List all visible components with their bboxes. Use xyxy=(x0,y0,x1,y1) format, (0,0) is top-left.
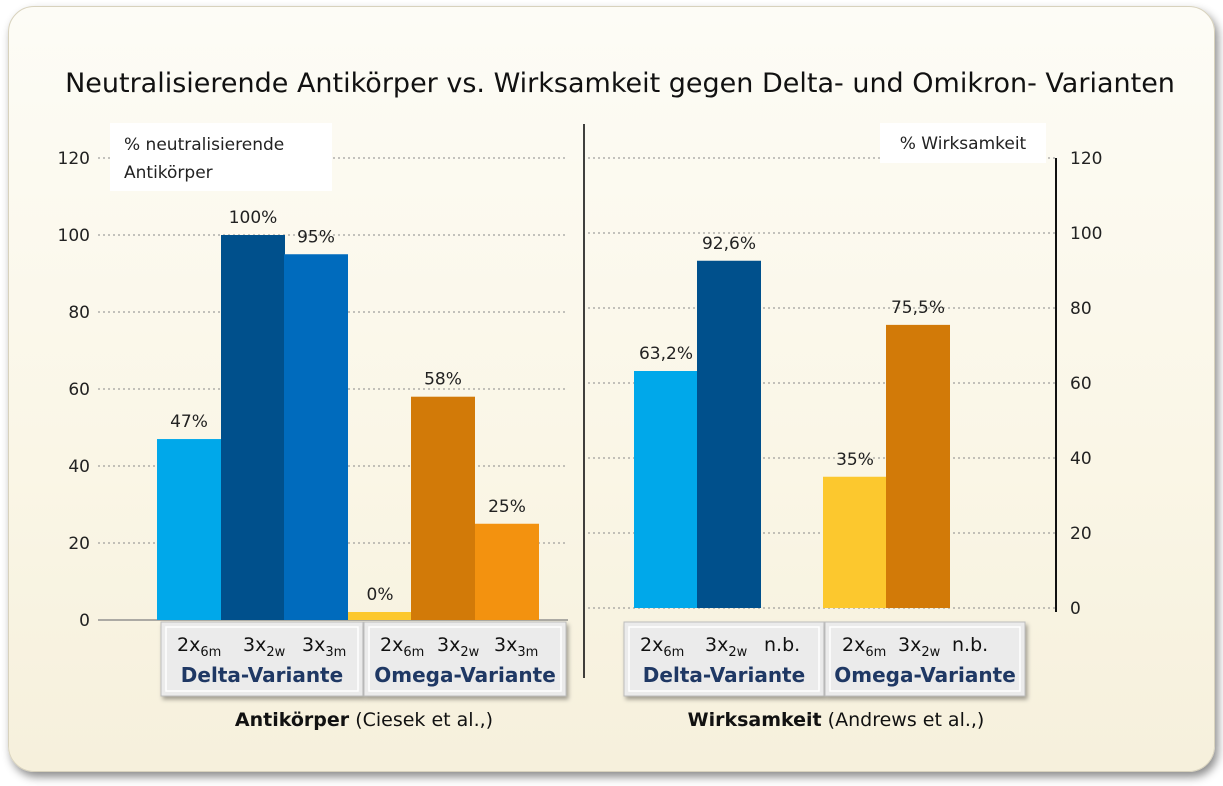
left-y-tick-label: 0 xyxy=(79,611,90,631)
right-omega-bar-category-label: 3x2w xyxy=(898,634,941,660)
left-ylabel-line2: Antikörper xyxy=(124,163,213,183)
right-omega-category-bevel xyxy=(829,626,1021,692)
left-delta-category-bevel xyxy=(165,626,359,692)
left-omega-category-box xyxy=(363,621,567,697)
left-omega-group-label: Omega-Variante xyxy=(374,663,556,687)
right-delta-category-bevel xyxy=(628,626,820,692)
left-bar-value-label: 100% xyxy=(229,208,278,228)
left-delta-category-panel xyxy=(160,621,364,697)
right-delta-bar-category-label: 3x2w xyxy=(705,634,748,660)
right-y-tick-label: 120 xyxy=(1070,149,1102,169)
left-y-tick-label: 100 xyxy=(58,226,90,246)
right-bar xyxy=(697,260,761,608)
left-bar xyxy=(348,612,412,620)
left-bar xyxy=(475,523,539,620)
right-bar-value-label: 35% xyxy=(836,450,874,470)
left-delta-bar-category-label: 3x2w xyxy=(243,634,286,660)
right-delta-category-box xyxy=(623,621,825,697)
left-bar xyxy=(157,439,221,620)
left-delta-bar-category-label: 2x6m xyxy=(177,634,221,660)
left-y-tick-label: 80 xyxy=(68,303,90,323)
left-bar xyxy=(221,235,285,620)
right-delta-bar-category-label: 2x6m xyxy=(640,634,684,660)
right-delta-group-label: Delta-Variante xyxy=(643,663,805,687)
right-y-tick-label: 100 xyxy=(1070,224,1102,244)
right-x-axis-label: Wirksamkeit (Andrews et al.,) xyxy=(688,709,985,731)
left-omega-category-bevel xyxy=(368,626,562,692)
chart-title: Neutralisierende Antikörper vs. Wirksamk… xyxy=(65,68,1175,99)
left-bar-value-label: 0% xyxy=(367,585,394,605)
left-y-tick-label: 60 xyxy=(68,380,90,400)
right-bar-value-label: 75,5% xyxy=(891,298,945,318)
left-y-tick-label: 40 xyxy=(68,457,90,477)
left-ylabel-line1: % neutralisierende xyxy=(124,135,284,155)
left-delta-bar-category-label: 3x3m xyxy=(302,634,346,660)
right-y-tick-label: 80 xyxy=(1070,299,1092,319)
right-omega-category-panel xyxy=(824,621,1026,697)
right-y-tick-label: 0 xyxy=(1070,599,1081,619)
left-omega-bar-category-label: 3x3m xyxy=(494,634,538,660)
left-bar-value-label: 47% xyxy=(170,412,208,432)
right-bar xyxy=(886,324,950,608)
right-bar-value-label: 63,2% xyxy=(639,344,693,364)
right-delta-category-panel xyxy=(623,621,825,697)
right-ylabel-box xyxy=(880,123,1046,163)
left-omega-category-panel xyxy=(363,621,567,697)
right-bar-value-label: 92,6% xyxy=(702,234,756,254)
left-bar xyxy=(284,254,348,620)
right-y-tick-label: 20 xyxy=(1070,524,1092,544)
left-bar-value-label: 95% xyxy=(297,227,335,247)
left-bar-value-label: 25% xyxy=(488,497,526,517)
right-bar xyxy=(634,371,698,608)
left-delta-category-box xyxy=(160,621,364,697)
right-y-tick-label: 40 xyxy=(1070,449,1092,469)
left-delta-group-label: Delta-Variante xyxy=(181,663,343,687)
right-delta-bar-category-label: n.b. xyxy=(764,634,800,656)
left-ylabel-box xyxy=(110,123,332,191)
right-omega-bar-category-label: 2x6m xyxy=(842,634,886,660)
left-x-axis-label: Antikörper (Ciesek et al.,) xyxy=(235,709,493,731)
right-ylabel: % Wirksamkeit xyxy=(900,134,1027,154)
left-y-tick-label: 20 xyxy=(68,534,90,554)
left-bar xyxy=(411,396,475,620)
right-omega-category-box xyxy=(824,621,1026,697)
right-bar xyxy=(823,476,887,608)
left-omega-bar-category-label: 3x2w xyxy=(437,634,480,660)
left-y-tick-label: 120 xyxy=(58,149,90,169)
right-omega-bar-category-label: n.b. xyxy=(952,634,988,656)
left-omega-bar-category-label: 2x6m xyxy=(380,634,424,660)
right-y-tick-label: 60 xyxy=(1070,374,1092,394)
right-omega-group-label: Omega-Variante xyxy=(834,663,1016,687)
left-bar-value-label: 58% xyxy=(424,370,462,390)
